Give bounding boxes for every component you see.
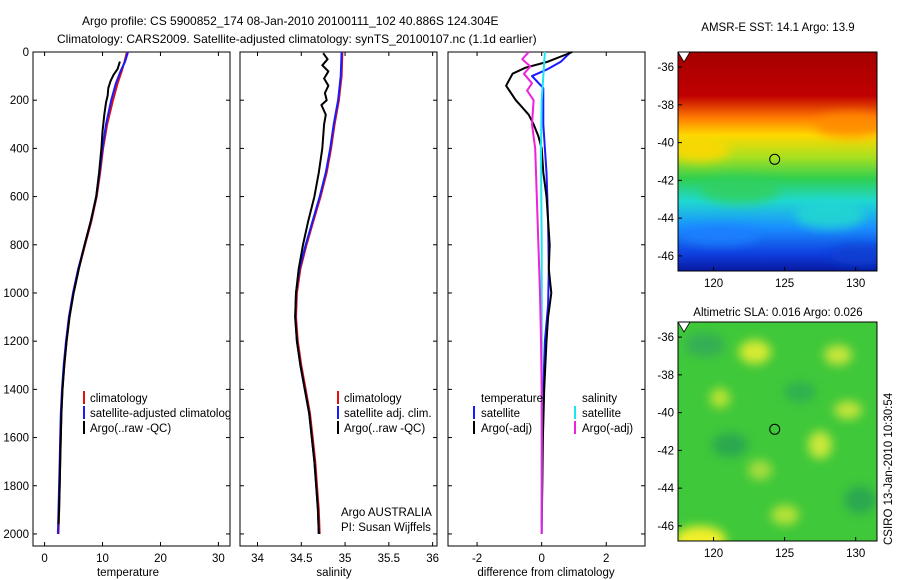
sst-heatmap [678,52,877,271]
float-position-marker [769,423,781,435]
legend-label: climatology [90,393,148,405]
map-x-tick-label: 130 [846,548,865,560]
y-tick-label: 1200 [3,336,29,348]
salinity-xlabel: salinity [316,567,351,579]
map-x-tick-label: 125 [775,278,794,290]
sst-map-title: AMSR-E SST: 14.1 Argo: 13.9 [701,22,854,34]
map-y-tick-label: -46 [657,521,674,533]
legend-label: Argo(-adj) [582,423,633,435]
map-x-tick-label: 120 [704,278,723,290]
map-y-tick-label: -36 [657,62,674,74]
pi-label: PI: Susan Wijffels [341,522,431,534]
map-y-tick-label: -42 [657,445,674,457]
x-tick-label: 35.5 [378,553,400,565]
x-tick-label: -2 [472,553,482,565]
y-tick-label: 1000 [3,288,29,300]
csiro-timestamp: CSIRO 13-Jan-2010 10:30:54 [883,392,895,545]
legend-label: climatology [344,393,402,405]
x-tick-label: 20 [154,553,167,565]
y-tick-label: 800 [10,240,29,252]
header-subtitle: Climatology: CARS2009. Satellite-adjuste… [57,32,537,46]
x-tick-label: 34 [251,553,264,565]
y-tick-label: 1800 [3,481,29,493]
legend-label: Argo(..raw -QC) [344,423,425,435]
y-tick-label: 2000 [3,529,29,541]
y-tick-label: 600 [10,192,29,204]
temperature-panel: 0 10 20 30 0 200 400 600 800 1000 1200 1400 1600 1800… [3,47,239,579]
x-tick-label: 30 [212,553,225,565]
map-y-tick-label: -38 [657,100,674,112]
series-line-argo-raw-qc [57,61,121,525]
series-line-argo-raw-qc [294,52,330,535]
map-y-tick-label: -42 [657,175,674,187]
x-tick-label: 34.5 [290,553,312,565]
map-y-tick-label: -40 [657,408,674,420]
y-tick-label: 0 [23,47,29,59]
difference-panel: -2 0 2 difference from climatology tempera… [447,51,646,579]
sla-map-panel: Altimetric SLA: 0.016 Argo: 0.026 120 125… [657,307,878,560]
difference-xlabel: difference from climatology [477,567,614,579]
x-tick-label: 0 [538,553,544,565]
sla-map-title: Altimetric SLA: 0.016 Argo: 0.026 [693,307,862,319]
legend-label: satellite [481,408,520,420]
difference-legend: temperature satellite Argo(-adj) salinit… [473,393,633,435]
salinity-panel: 34 34.5 35 35.5 36 salinity climatology sate… [239,51,439,579]
legend-label: Argo(..raw -QC) [90,423,171,435]
sst-map-axes [677,51,878,272]
float-position-marker [769,153,781,165]
legend-heading-temperature: temperature [481,393,543,405]
map-y-tick-label: -46 [657,251,674,263]
argo-agency-label: Argo AUSTRALIA [341,507,432,519]
sla-heatmap [678,322,877,541]
series-line-salinity-argo-adj [521,51,543,534]
sla-map-axes [677,321,878,542]
y-tick-label: 1600 [3,433,29,445]
map-x-tick-label: 120 [704,548,723,560]
map-x-tick-label: 125 [775,548,794,560]
salinity-axes [239,51,438,547]
sst-map-panel: AMSR-E SST: 14.1 Argo: 13.9 120 125 130 -36… [657,22,878,290]
x-tick-label: 2 [603,553,609,565]
salinity-legend: climatology satellite adj. clim. Argo(..… [337,391,432,435]
series-line-temperature-argo-adj [505,51,573,525]
temperature-axes [32,51,231,547]
y-tick-label: 1400 [3,384,29,396]
y-tick-label: 200 [10,95,29,107]
legend-label: satellite-adjusted climatology [90,408,237,420]
x-tick-label: 0 [41,553,47,565]
temperature-xlabel: temperature [97,567,159,579]
map-y-tick-label: -44 [657,483,674,495]
legend-label: satellite [582,408,621,420]
x-tick-label: 10 [96,553,109,565]
legend-label: Argo(-adj) [481,423,532,435]
difference-axes [447,51,646,547]
map-x-tick-label: 130 [846,278,865,290]
map-y-tick-label: -38 [657,370,674,382]
legend-label: satellite adj. clim. [344,408,432,420]
map-y-tick-label: -40 [657,138,674,150]
temperature-legend: climatology satellite-adjusted climatolo… [83,391,237,435]
x-tick-label: 36 [426,553,439,565]
x-tick-label: 35 [339,553,352,565]
y-tick-label: 400 [10,143,29,155]
header-title: Argo profile: CS 5900852_174 08-Jan-2010… [82,14,499,28]
legend-heading-salinity: salinity [582,393,617,405]
map-y-tick-label: -44 [657,213,674,225]
map-y-tick-label: -36 [657,332,674,344]
